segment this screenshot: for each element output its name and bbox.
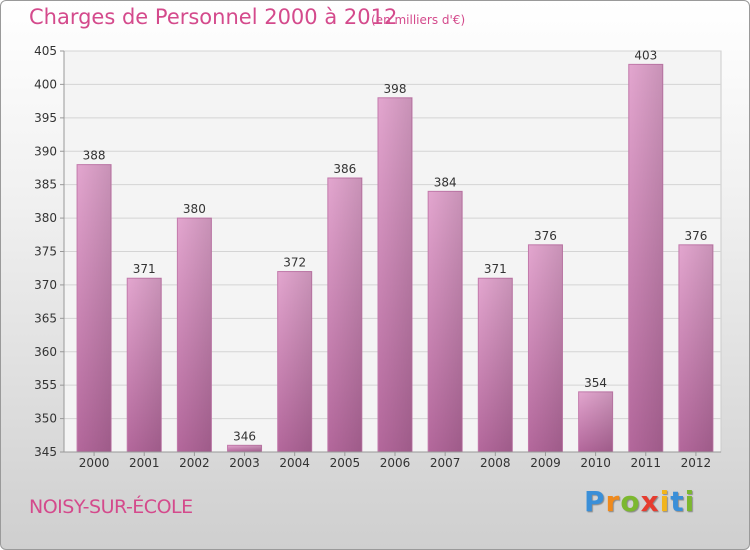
x-tick-label-2008: 2008 (480, 456, 511, 470)
bar-shade-2003 (227, 445, 262, 452)
proxiti-logo[interactable]: Proxiti (584, 485, 695, 518)
value-label-2008: 371 (484, 262, 507, 276)
bar-shade-2012 (678, 244, 713, 452)
x-tick-label-2010: 2010 (580, 456, 611, 470)
value-label-2001: 371 (133, 262, 156, 276)
value-label-2011: 403 (634, 48, 657, 62)
x-tick-label-2005: 2005 (330, 456, 361, 470)
value-label-2010: 354 (584, 376, 607, 390)
y-tick-label: 395 (34, 111, 57, 125)
x-tick-label-2002: 2002 (179, 456, 210, 470)
value-label-2004: 372 (283, 256, 306, 270)
bar-shade-2001 (127, 278, 162, 452)
x-tick-label-2006: 2006 (380, 456, 411, 470)
bar-shade-2010 (578, 391, 613, 452)
y-tick-label: 400 (34, 77, 57, 91)
value-label-2007: 384 (434, 175, 457, 189)
bar-shade-2007 (428, 191, 463, 452)
y-tick-label: 385 (34, 178, 57, 192)
bar-shade-2011 (628, 64, 663, 452)
value-label-2006: 398 (384, 82, 407, 96)
bar-shade-2006 (378, 97, 412, 453)
x-tick-label-2007: 2007 (430, 456, 461, 470)
value-label-2012: 376 (684, 229, 707, 243)
bar-shade-2009 (528, 244, 563, 452)
y-tick-label: 390 (34, 144, 57, 158)
chart-title: Charges de Personnel 2000 à 2012 (29, 5, 398, 29)
logo-letter: x (640, 485, 660, 518)
y-tick-label: 360 (34, 345, 57, 359)
chart-subtitle: (en milliers d'€) (371, 13, 466, 27)
value-label-2003: 346 (233, 429, 256, 443)
x-tick-label-2000: 2000 (79, 456, 110, 470)
x-tick-label-2004: 2004 (279, 456, 310, 470)
bar-shade-2005 (327, 177, 362, 452)
x-tick-label-2012: 2012 (681, 456, 712, 470)
value-label-2009: 376 (534, 229, 557, 243)
y-tick-label: 365 (34, 311, 57, 325)
logo-letter: r (605, 485, 621, 518)
x-tick-label-2003: 2003 (229, 456, 260, 470)
logo-letter: i (659, 485, 671, 518)
y-tick-label: 380 (34, 211, 57, 225)
value-label-2000: 388 (83, 149, 106, 163)
y-tick-label: 405 (34, 44, 57, 58)
value-label-2002: 380 (183, 202, 206, 216)
location-name: NOISY-SUR-ÉCOLE (29, 496, 193, 518)
logo-letter: i (684, 485, 696, 518)
y-tick-label: 370 (34, 278, 57, 292)
logo-letter: t (670, 485, 685, 518)
value-label-2005: 386 (333, 162, 356, 176)
logo-letter: o (620, 485, 641, 518)
y-tick-label: 375 (34, 245, 57, 259)
bar-shade-2002 (177, 218, 212, 452)
logo-letter: P (584, 485, 606, 518)
y-tick-label: 355 (34, 378, 57, 392)
y-tick-label: 345 (34, 445, 57, 459)
x-tick-label-2009: 2009 (530, 456, 561, 470)
x-tick-label-2001: 2001 (129, 456, 160, 470)
y-tick-label: 350 (34, 412, 57, 426)
bar-shade-2000 (77, 164, 112, 452)
x-tick-label-2011: 2011 (630, 456, 661, 470)
bar-shade-2008 (478, 278, 513, 452)
bar-shade-2004 (277, 271, 312, 452)
